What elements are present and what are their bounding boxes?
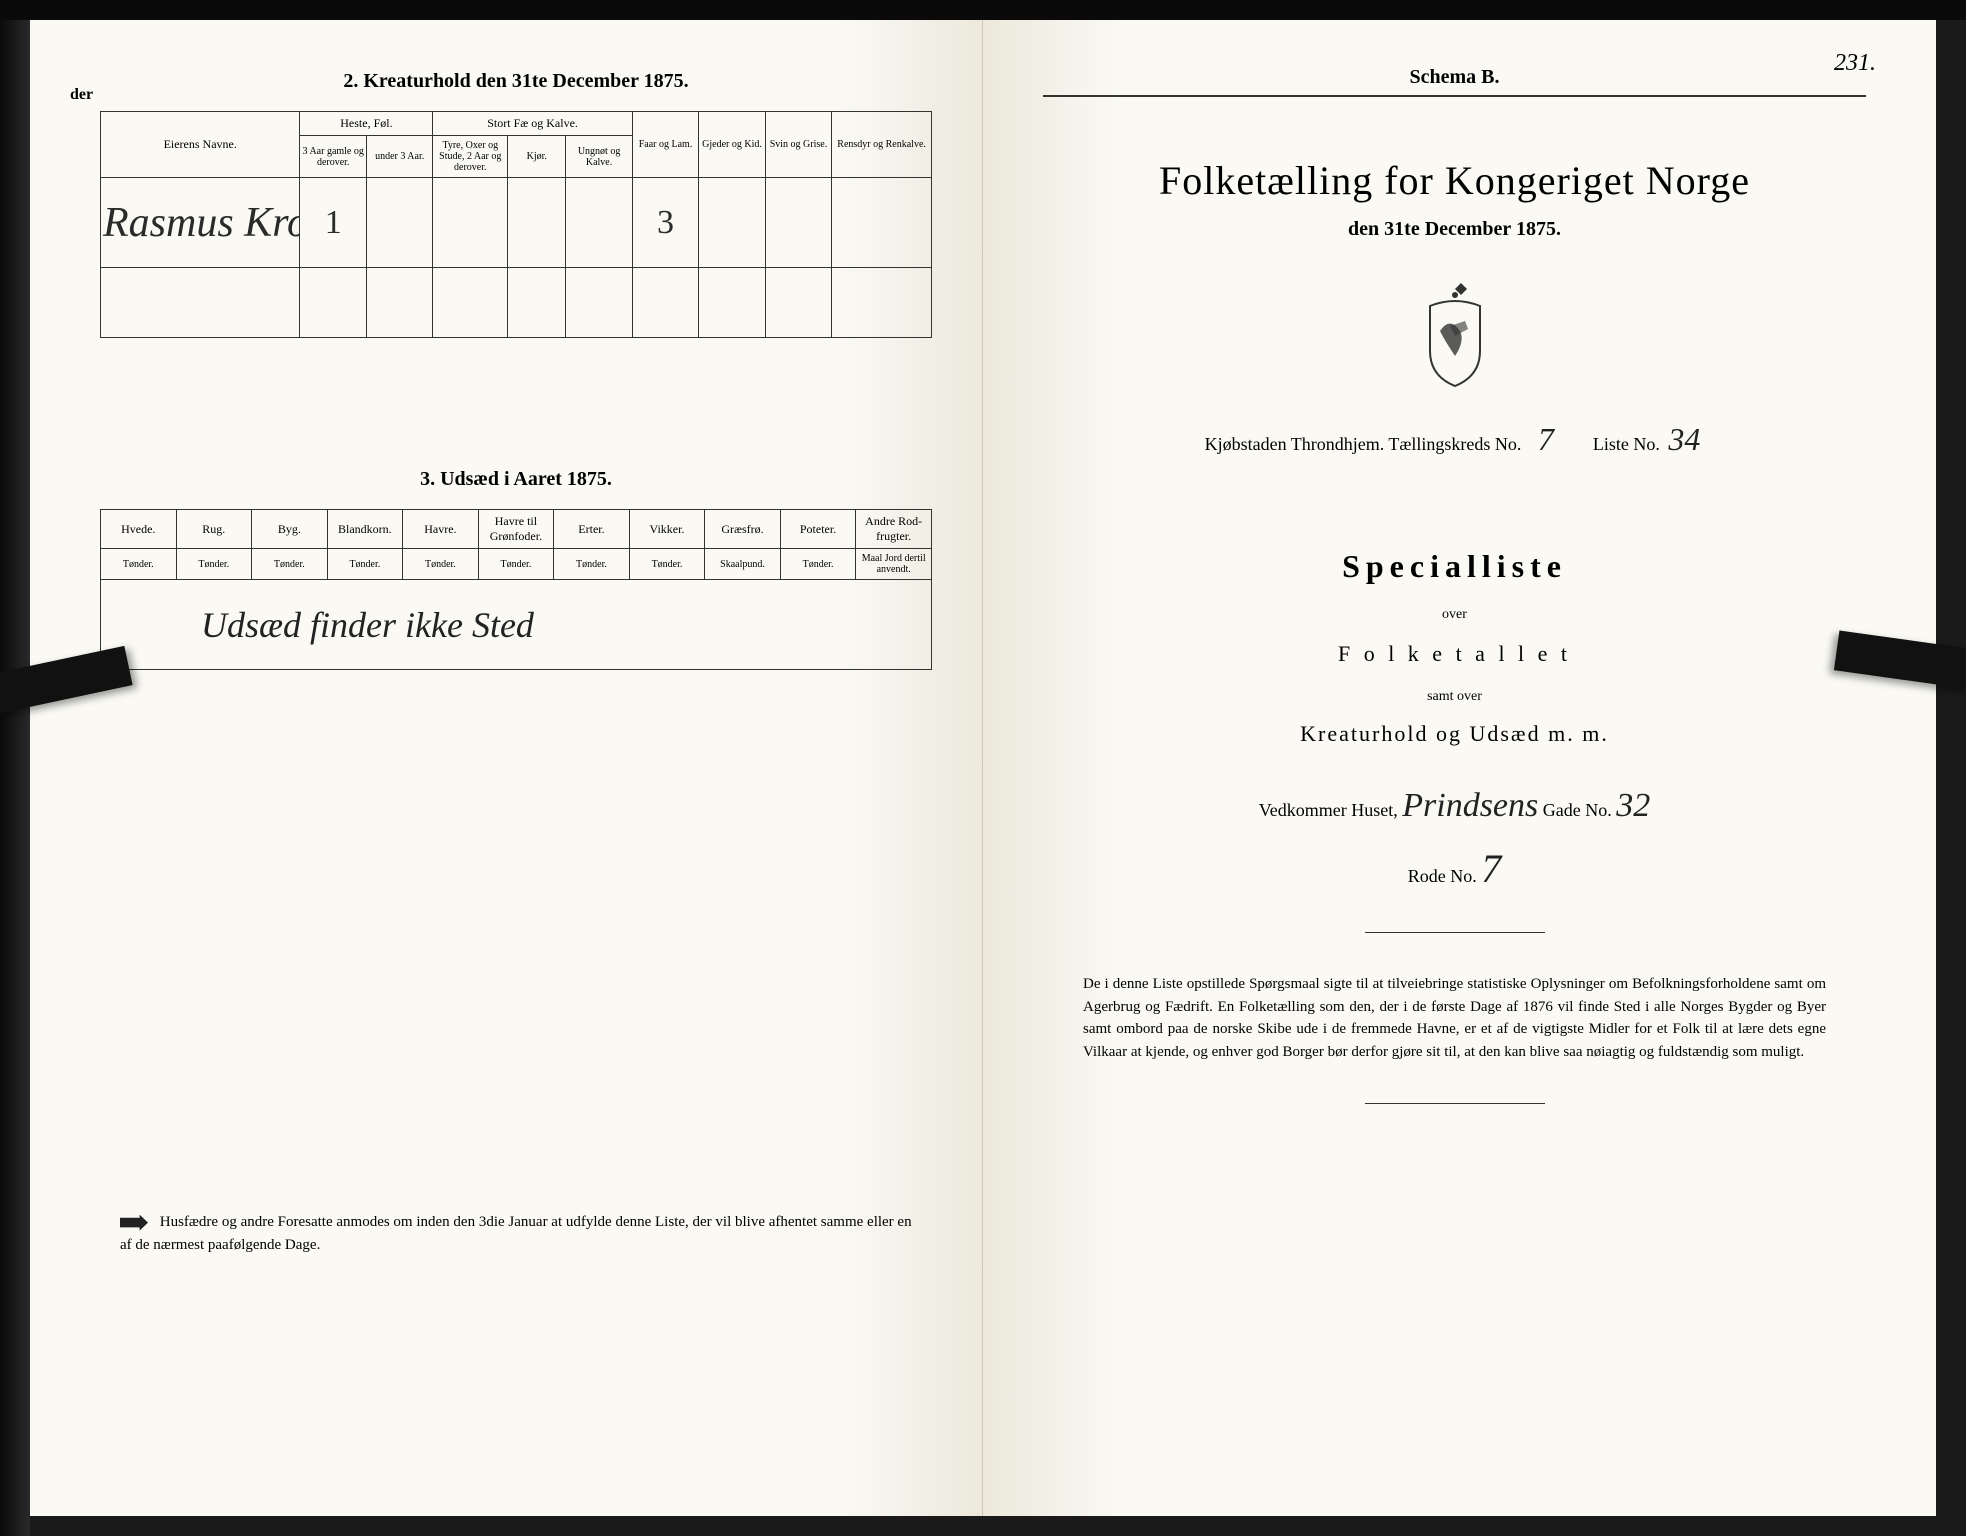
vedkom-mid: Gade No. bbox=[1543, 800, 1612, 820]
pointer-icon bbox=[120, 1215, 148, 1231]
c-hvede: Hvede. bbox=[101, 510, 177, 549]
u10: Tønder. bbox=[780, 549, 856, 580]
owner-header: Eierens Navne. bbox=[101, 112, 300, 178]
cell-sheep: 3 bbox=[632, 178, 698, 268]
samt-label: samt over bbox=[1043, 689, 1866, 705]
c-havre: Havre. bbox=[403, 510, 479, 549]
vedkom-line: Vedkommer Huset, Prindsens Gade No. 32 bbox=[1043, 787, 1866, 825]
c-graes: Græsfrø. bbox=[705, 510, 781, 549]
over-label: over bbox=[1043, 607, 1866, 623]
coat-of-arms-icon bbox=[1410, 281, 1500, 391]
col-goats: Gjeder og Kid. bbox=[699, 112, 765, 178]
c-byg: Byg. bbox=[252, 510, 328, 549]
schema-rule bbox=[1043, 95, 1866, 97]
udsaed-note-text: Udsæd finder ikke Sted bbox=[201, 605, 534, 645]
cell-hu3 bbox=[366, 178, 432, 268]
u4: Tønder. bbox=[327, 549, 403, 580]
main-title: Folketælling for Kongeriget Norge bbox=[1043, 157, 1866, 204]
col-pigs: Svin og Grise. bbox=[765, 112, 831, 178]
cell-reindeer bbox=[832, 178, 932, 268]
c-erter: Erter. bbox=[554, 510, 630, 549]
kjob-pre: Kjøbstaden Throndhjem. Tællingskreds No. bbox=[1205, 434, 1522, 454]
rode-line: Rode No. 7 bbox=[1043, 845, 1866, 892]
vedkom-house: Prindsens bbox=[1402, 787, 1538, 824]
col-cows: Kjør. bbox=[508, 136, 566, 178]
udsaed-table: Hvede. Rug. Byg. Blandkorn. Havre. Havre… bbox=[100, 509, 932, 670]
divider-1 bbox=[1365, 932, 1545, 933]
cell-goats bbox=[699, 178, 765, 268]
u7: Tønder. bbox=[554, 549, 630, 580]
u9: Skaalpund. bbox=[705, 549, 781, 580]
right-footer-note: De i denne Liste opstillede Spørgsmaal s… bbox=[1043, 973, 1866, 1063]
cell-cows bbox=[508, 178, 566, 268]
rode-val: 7 bbox=[1481, 846, 1501, 891]
section3-title: 3. Udsæd i Aaret 1875. bbox=[100, 468, 932, 491]
kreaturhold-table: Eierens Navne. Heste, Føl. Stort Fæ og K… bbox=[100, 111, 932, 338]
cell-pigs bbox=[765, 178, 831, 268]
right-page: 231. Schema B. Folketælling for Kongerig… bbox=[983, 20, 1936, 1516]
u3: Tønder. bbox=[252, 549, 328, 580]
divider-2 bbox=[1365, 1103, 1545, 1104]
c-bland: Blandkorn. bbox=[327, 510, 403, 549]
c-rodfr: Andre Rod-frugter. bbox=[856, 510, 932, 549]
book-edge-top bbox=[0, 0, 1966, 20]
col-hu3: under 3 Aar. bbox=[366, 136, 432, 178]
kjob-line: Kjøbstaden Throndhjem. Tællingskreds No.… bbox=[1043, 421, 1866, 458]
schema-label: Schema B. bbox=[1043, 66, 1866, 89]
group-horses: Heste, Føl. bbox=[300, 112, 433, 136]
cell-bulls bbox=[433, 178, 508, 268]
col-h3: 3 Aar gamle og derover. bbox=[300, 136, 366, 178]
specialliste-title: Specialliste bbox=[1043, 548, 1866, 585]
c-poteter: Poteter. bbox=[780, 510, 856, 549]
vedkom-gade: 32 bbox=[1616, 787, 1650, 824]
col-bulls: Tyre, Oxer og Stude, 2 Aar og derover. bbox=[433, 136, 508, 178]
owner-cell: Rasmus Krog bbox=[101, 178, 300, 268]
left-footer-text: Husfædre og andre Foresatte anmodes om i… bbox=[120, 1214, 912, 1253]
c-rug: Rug. bbox=[176, 510, 252, 549]
group-cattle: Stort Fæ og Kalve. bbox=[433, 112, 632, 136]
rode-pre: Rode No. bbox=[1408, 866, 1477, 886]
page-clip-right bbox=[1834, 630, 1966, 689]
book-edge-left bbox=[0, 0, 30, 1536]
sub-date: den 31te December 1875. bbox=[1043, 218, 1866, 241]
book-spread: der 2. Kreaturhold den 31te December 187… bbox=[30, 20, 1936, 1516]
kjob-kreds: 7 bbox=[1526, 421, 1566, 458]
udsaed-note: Udsæd finder ikke Sted bbox=[101, 580, 932, 670]
col-sheep: Faar og Lam. bbox=[632, 112, 698, 178]
left-footer-note: Husfædre og andre Foresatte anmodes om i… bbox=[120, 1211, 922, 1256]
u2: Tønder. bbox=[176, 549, 252, 580]
col-reindeer: Rensdyr og Renkalve. bbox=[832, 112, 932, 178]
c-havregr: Havre til Grønfoder. bbox=[478, 510, 554, 549]
u1: Tønder. bbox=[101, 549, 177, 580]
col-calves: Ungnøt og Kalve. bbox=[566, 136, 632, 178]
folketallet-label: F o l k e t a l l e t bbox=[1043, 641, 1866, 667]
cut-margin-text: der bbox=[70, 86, 93, 104]
section2-title: 2. Kreaturhold den 31te December 1875. bbox=[100, 70, 932, 93]
cell-calves bbox=[566, 178, 632, 268]
kreatur-label: Kreaturhold og Udsæd m. m. bbox=[1043, 721, 1866, 747]
cell-horses3: 1 bbox=[300, 178, 366, 268]
left-page: der 2. Kreaturhold den 31te December 187… bbox=[30, 20, 983, 1516]
kjob-mid: Liste No. bbox=[1593, 434, 1660, 454]
vedkom-pre: Vedkommer Huset, bbox=[1259, 800, 1398, 820]
u8: Tønder. bbox=[629, 549, 705, 580]
u5: Tønder. bbox=[403, 549, 479, 580]
u6: Tønder. bbox=[478, 549, 554, 580]
u11: Maal Jord dertil anvendt. bbox=[856, 549, 932, 580]
empty-cell bbox=[101, 268, 300, 338]
page-number: 231. bbox=[1834, 50, 1876, 77]
c-vikker: Vikker. bbox=[629, 510, 705, 549]
kjob-liste: 34 bbox=[1664, 421, 1704, 458]
